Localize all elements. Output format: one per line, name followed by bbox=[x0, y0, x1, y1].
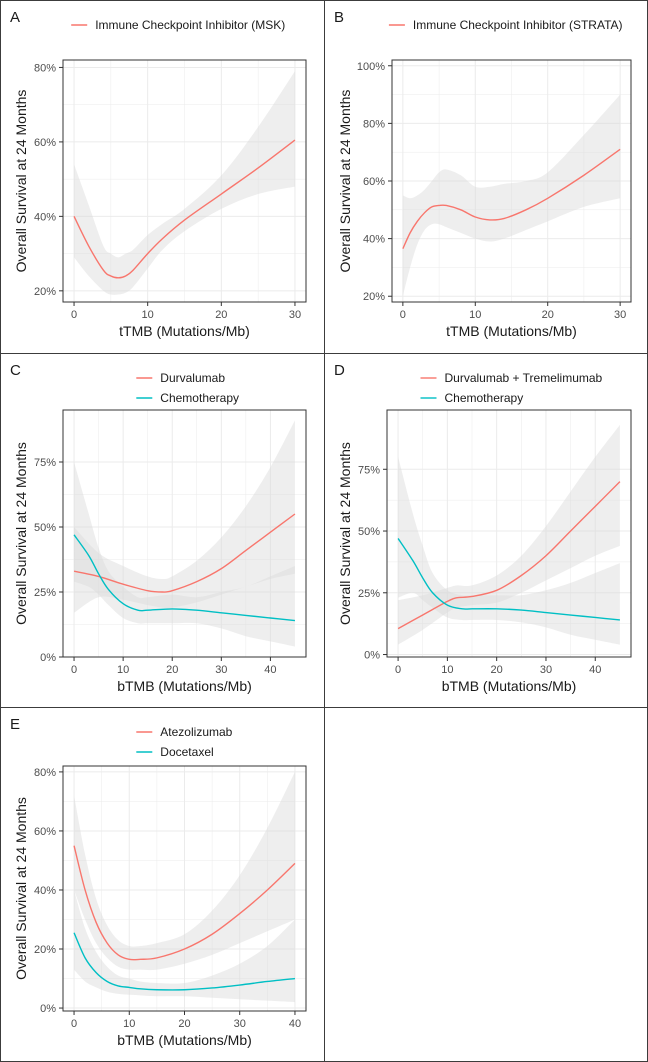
x-axis-title-d: bTMB (Mutations/Mb) bbox=[442, 678, 577, 694]
x-tick-label: 20 bbox=[542, 309, 554, 321]
series-line-e-0 bbox=[73, 845, 296, 961]
plot-area-a bbox=[73, 71, 296, 295]
plot-area-b bbox=[402, 94, 621, 297]
y-tick-label: 100% bbox=[357, 61, 385, 73]
y-tick-label: 60% bbox=[34, 826, 56, 838]
panel-c: C Durvalumab Chemotherapy 0 10 20 30 40 0% 25% 50%… bbox=[10, 362, 307, 694]
y-axis-title-d: Overall Survival at 24 Months bbox=[337, 442, 353, 625]
x-tick-label: 20 bbox=[491, 664, 503, 676]
panel-e: E Atezolizumab Docetaxel 0 10 20 30 40 0% 20% 40% 6… bbox=[10, 716, 307, 1048]
y-tick-label: 50% bbox=[358, 526, 380, 538]
y-axis-title-b: Overall Survival at 24 Months bbox=[337, 90, 353, 273]
y-tick-label: 80% bbox=[34, 767, 56, 779]
plot-area-d bbox=[397, 424, 621, 645]
x-tick-label: 10 bbox=[123, 1018, 135, 1030]
x-tick-label: 20 bbox=[178, 1018, 190, 1030]
plot-area-c bbox=[73, 420, 296, 647]
y-axis-title-e: Overall Survival at 24 Months bbox=[13, 797, 29, 980]
x-axis-title-b: tTMB (Mutations/Mb) bbox=[446, 323, 577, 339]
y-tick-label: 40% bbox=[34, 211, 56, 223]
x-tick-label: 10 bbox=[441, 664, 453, 676]
y-tick-label: 60% bbox=[34, 137, 56, 149]
ci-band-c-0 bbox=[74, 420, 295, 613]
series-line-d-0 bbox=[397, 481, 621, 630]
y-tick-label: 25% bbox=[358, 588, 380, 600]
x-tick-label: 10 bbox=[117, 664, 129, 676]
ci-band-d-0 bbox=[398, 424, 620, 645]
series-line-b-0 bbox=[402, 148, 621, 249]
y-tick-label: 40% bbox=[363, 234, 385, 246]
y-tick-label: 40% bbox=[34, 885, 56, 897]
y-tick-label: 50% bbox=[34, 522, 56, 534]
y-tick-label: 0% bbox=[40, 1003, 56, 1015]
x-tick-label: 10 bbox=[469, 309, 481, 321]
x-tick-label: 20 bbox=[166, 664, 178, 676]
ci-band-d-1 bbox=[398, 456, 620, 645]
series-line-e-1 bbox=[73, 932, 296, 991]
ci-band-a-0 bbox=[74, 71, 295, 295]
x-tick-label: 30 bbox=[540, 664, 552, 676]
legend-label-e-0: Atezolizumab bbox=[160, 725, 232, 739]
x-tick-label: 0 bbox=[400, 309, 406, 321]
x-tick-label: 0 bbox=[71, 309, 77, 321]
y-tick-label: 60% bbox=[363, 176, 385, 188]
panel-label-a: A bbox=[10, 9, 20, 26]
panel-a: A Immune Checkpoint Inhibitor (MSK) 0 10 20 3… bbox=[10, 9, 307, 339]
y-tick-label: 80% bbox=[363, 118, 385, 130]
y-tick-label: 20% bbox=[363, 291, 385, 303]
legend-label-a-0: Immune Checkpoint Inhibitor (MSK) bbox=[95, 18, 285, 32]
x-tick-label: 30 bbox=[289, 309, 301, 321]
x-axis-title-a: tTMB (Mutations/Mb) bbox=[119, 323, 250, 339]
y-tick-label: 20% bbox=[34, 286, 56, 298]
x-tick-label: 40 bbox=[264, 664, 276, 676]
series-line-c-1 bbox=[73, 534, 296, 622]
y-tick-label: 75% bbox=[34, 457, 56, 469]
panel-d: D Durvalumab + Tremelimumab Chemotherapy 0 1… bbox=[334, 362, 632, 694]
x-tick-label: 30 bbox=[234, 1018, 246, 1030]
panel-label-c: C bbox=[10, 362, 21, 379]
ci-band-e-1 bbox=[74, 889, 295, 1003]
x-axis-title-c: bTMB (Mutations/Mb) bbox=[117, 678, 252, 694]
x-axis-title-e: bTMB (Mutations/Mb) bbox=[117, 1032, 252, 1048]
series-line-a-0 bbox=[73, 139, 296, 279]
plot-border-a bbox=[62, 59, 307, 303]
y-tick-label: 20% bbox=[34, 944, 56, 956]
x-tick-label: 0 bbox=[395, 664, 401, 676]
x-tick-label: 30 bbox=[215, 664, 227, 676]
series-line-c-0 bbox=[73, 513, 296, 593]
plot-border-c bbox=[62, 409, 307, 658]
y-tick-label: 75% bbox=[358, 464, 380, 476]
legend-label-c-1: Chemotherapy bbox=[160, 391, 239, 405]
series-line-d-1 bbox=[397, 538, 620, 621]
legend-label-c-0: Durvalumab bbox=[160, 371, 225, 385]
legend-label-e-1: Docetaxel bbox=[160, 745, 213, 759]
x-tick-label: 20 bbox=[215, 309, 227, 321]
x-tick-label: 10 bbox=[142, 309, 154, 321]
panel-b: B Immune Checkpoint Inhibitor (STRATA) 0 10… bbox=[334, 9, 632, 339]
y-tick-label: 0% bbox=[40, 652, 56, 664]
x-tick-label: 40 bbox=[589, 664, 601, 676]
plot-border-d bbox=[386, 409, 632, 658]
y-tick-label: 0% bbox=[364, 650, 380, 662]
panel-label-b: B bbox=[334, 9, 344, 26]
x-tick-label: 0 bbox=[71, 664, 77, 676]
y-tick-label: 25% bbox=[34, 587, 56, 599]
plot-area-e bbox=[73, 771, 296, 1003]
x-tick-label: 0 bbox=[71, 1018, 77, 1030]
panel-label-e: E bbox=[10, 716, 20, 733]
ci-band-b-0 bbox=[402, 94, 621, 297]
legend-label-d-0: Durvalumab + Tremelimumab bbox=[445, 371, 603, 385]
legend-label-d-1: Chemotherapy bbox=[445, 391, 524, 405]
panel-label-d: D bbox=[334, 362, 345, 379]
x-tick-label: 30 bbox=[614, 309, 626, 321]
y-axis-title-a: Overall Survival at 24 Months bbox=[13, 90, 29, 273]
ci-band-e-0 bbox=[74, 771, 295, 971]
legend-label-b-0: Immune Checkpoint Inhibitor (STRATA) bbox=[413, 18, 623, 32]
y-axis-title-c: Overall Survival at 24 Months bbox=[13, 442, 29, 625]
y-tick-label: 80% bbox=[34, 62, 56, 74]
x-tick-label: 40 bbox=[289, 1018, 301, 1030]
ci-band-c-1 bbox=[74, 462, 295, 647]
